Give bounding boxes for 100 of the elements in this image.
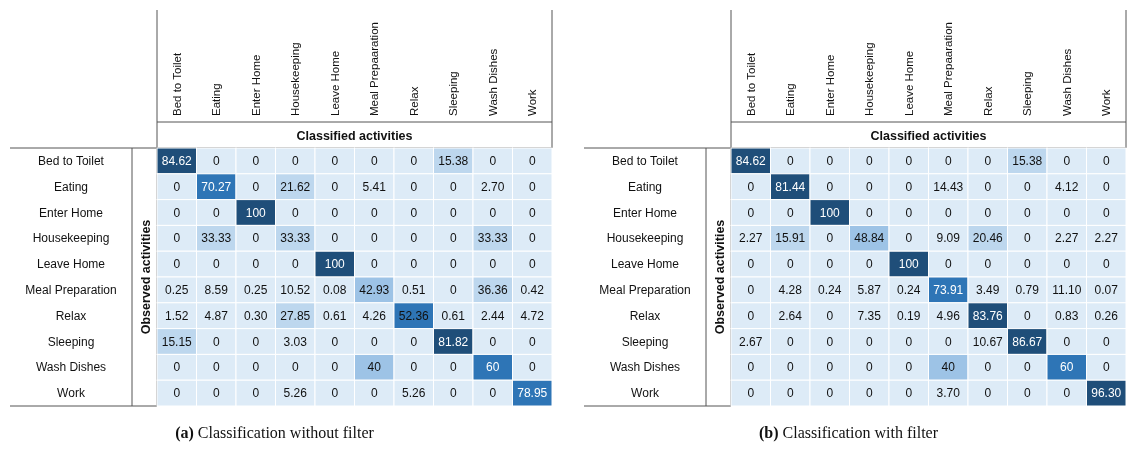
x-tick-label: Wash Dishes [486,48,499,116]
data-label: 84.62 [161,153,193,168]
data-label: 0 [747,360,755,375]
data-label: 86.67 [1012,334,1043,349]
data-label: 0 [489,153,497,168]
data-label: 0 [528,257,536,272]
data-label: 0 [905,205,913,220]
data-label: 81.82 [438,334,469,349]
data-label: 15.91 [775,231,806,246]
x-tick-label: Eating [784,83,797,116]
data-label: 1.52 [165,308,189,323]
data-label: 3.70 [936,386,961,401]
data-label: 15.15 [161,334,193,349]
data-label: 0 [865,257,873,272]
data-label: 0 [370,334,378,349]
data-label: 100 [324,257,346,272]
data-label: 0 [826,231,834,246]
x-tick-label: Wash Dishes [1060,48,1073,116]
data-label: 0 [865,334,873,349]
data-label: 0 [528,205,536,220]
data-label: 0 [331,334,339,349]
data-label: 0 [370,257,378,272]
data-label: 40 [367,360,382,375]
data-label: 0.19 [897,308,921,323]
data-label: 0 [1023,231,1031,246]
y-tick-label: Bed to Toilet [38,153,105,168]
data-label: 0 [212,386,220,401]
data-label: 0 [173,360,181,375]
x-axis-title: Classified activities [296,129,413,143]
data-label: 0 [410,153,418,168]
y-tick-label: Work [631,386,660,401]
data-label: 0 [1102,153,1110,168]
data-label: 0 [449,386,457,401]
data-label: 0.07 [1094,282,1119,297]
x-tick-label: Leave Home [328,50,341,116]
data-label: 0 [528,179,536,194]
y-tick-label: Sleeping [47,334,95,349]
data-label: 2.44 [481,308,505,323]
data-label: 0 [528,334,536,349]
data-label: 0 [291,205,299,220]
data-label: 0 [826,257,834,272]
data-label: 0 [1102,257,1110,272]
data-label: 0 [1023,205,1031,220]
data-label: 0 [1063,205,1071,220]
data-label: 0 [252,360,260,375]
data-label: 2.70 [481,179,505,194]
data-label: 0 [212,360,220,375]
data-label: 0 [786,153,794,168]
data-label: 0 [331,153,339,168]
data-label: 48.84 [854,231,885,246]
data-label: 0 [449,231,457,246]
data-label: 0 [1023,257,1031,272]
data-label: 96.30 [1091,386,1122,401]
data-label: 10.52 [280,282,311,297]
data-label: 0 [252,179,260,194]
data-label: 14.43 [933,179,964,194]
data-label: 0 [173,257,181,272]
data-label: 40 [941,360,956,375]
data-label: 0 [826,386,834,401]
data-label: 81.44 [775,179,806,194]
data-label: 0 [489,257,497,272]
data-label: 11.10 [1052,282,1082,297]
data-label: 0.24 [897,282,921,297]
data-label: 0 [1063,334,1071,349]
data-label: 0 [331,205,339,220]
data-label: 9.09 [936,231,961,246]
data-label: 0 [212,205,220,220]
x-tick-label: Work [1100,89,1113,116]
data-label: 0 [905,334,913,349]
data-label: 3.49 [976,282,1000,297]
x-tick-label: Housekeeping [289,42,302,116]
y-tick-label: Meal Preparation [25,282,117,297]
data-label: 100 [898,257,920,272]
data-label: 5.41 [362,179,387,194]
data-label: 0 [984,205,992,220]
data-label: 0 [370,153,378,168]
x-tick-label: Bed to Toilet [744,52,757,116]
data-label: 0 [331,231,339,246]
data-label: 78.95 [517,386,548,401]
data-label: 0 [826,334,834,349]
data-label: 0.25 [244,282,268,297]
data-label: 0 [865,205,873,220]
data-label: 83.76 [972,308,1004,323]
data-label: 15.38 [438,153,469,168]
y-tick-label: Work [57,386,86,401]
x-axis-title: Classified activities [870,129,987,143]
data-label: 0 [786,386,794,401]
x-tick-label: Sleeping [447,71,460,116]
data-label: 0 [173,231,181,246]
data-label: 0 [1023,360,1031,375]
data-label: 0 [1102,334,1110,349]
data-label: 0.83 [1055,308,1079,323]
data-label: 15.38 [1012,153,1043,168]
y-tick-label: Sleeping [621,334,669,349]
data-label: 4.96 [936,308,961,323]
y-tick-label: Housekeeping [606,231,684,246]
data-label: 60 [486,360,500,375]
data-label: 0 [410,360,418,375]
data-label: 0 [173,179,181,194]
data-label: 0 [826,360,834,375]
